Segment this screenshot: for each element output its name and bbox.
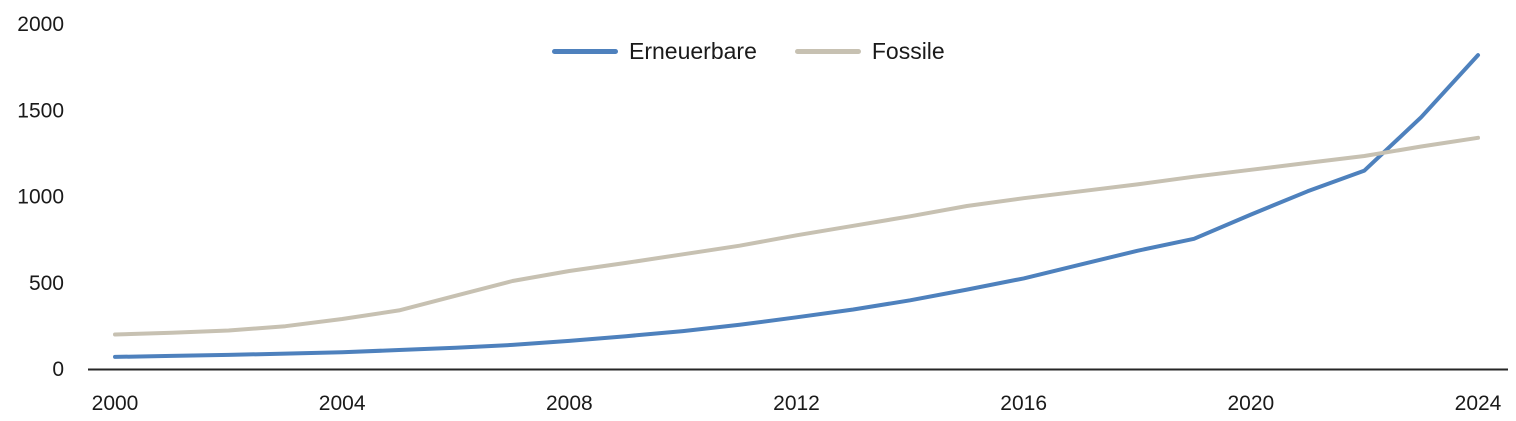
series-line-erneuerbare bbox=[113, 53, 1480, 359]
y-tick-label-500: 500 bbox=[29, 272, 64, 295]
y-tick-label-0: 0 bbox=[52, 358, 64, 381]
y-tick-label-1000: 1000 bbox=[17, 186, 64, 209]
x-tick-label-2008: 2008 bbox=[546, 392, 593, 415]
x-tick-label-2024: 2024 bbox=[1455, 392, 1502, 415]
x-tick-label-2000: 2000 bbox=[92, 392, 139, 415]
legend-line-swatch-erneuerbare bbox=[552, 49, 618, 54]
series-line-fossile bbox=[113, 135, 1480, 337]
y-axis-tick-labels: 0 500 1000 1500 2000 bbox=[17, 13, 64, 381]
y-tick-label-1500: 1500 bbox=[17, 99, 64, 122]
x-tick-label-2020: 2020 bbox=[1227, 392, 1274, 415]
x-tick-label-2004: 2004 bbox=[319, 392, 366, 415]
legend-item-fossile: Fossile bbox=[794, 38, 945, 64]
y-tick-label-2000: 2000 bbox=[17, 13, 64, 36]
x-tick-label-2016: 2016 bbox=[1000, 392, 1047, 415]
legend-label-fossile: Fossile bbox=[871, 38, 945, 64]
x-axis-tick-labels: 2000 2004 2008 2012 2016 2020 2024 bbox=[92, 392, 1502, 415]
legend-line-swatch-fossile bbox=[794, 49, 861, 54]
legend-item-erneuerbare: Erneuerbare bbox=[552, 40, 757, 63]
series-lines bbox=[113, 53, 1480, 359]
legend-label-erneuerbare: Erneuerbare bbox=[629, 38, 757, 64]
chart-legend: Erneuerbare Fossile bbox=[552, 40, 945, 63]
x-tick-label-2012: 2012 bbox=[773, 392, 820, 415]
